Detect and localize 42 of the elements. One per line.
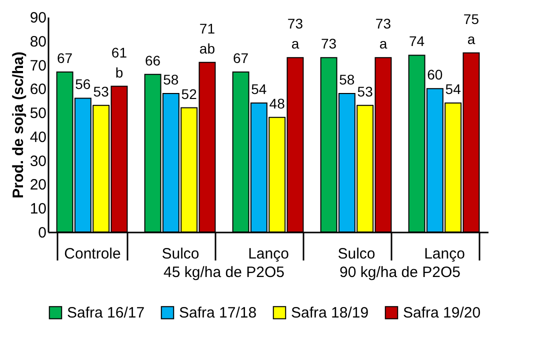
y-tick-label: 50 [30,105,46,122]
data-label: 67 [56,50,73,66]
text: 61 b [111,44,128,80]
x-tick-label: Controle [64,246,121,262]
text: 75 a [463,10,480,47]
legend-label: Safra 16/17 [67,304,145,322]
data-label: 58 [163,71,179,88]
data-label: 58 [339,71,355,88]
x-tick-label: Lanço [248,246,289,262]
y-tick-label: 0 [38,224,46,242]
y-tick-label: 40 [30,128,46,146]
y-tick-label: 70 [30,57,46,74]
y-axis-title: Prod. de soja (sc/ha) [10,52,27,198]
y-tick-label: 90 [30,10,46,26]
legend-label: Safra 19/20 [403,304,481,322]
y-tick-label: 20 [30,176,46,194]
legend-label: Safra 18/19 [291,304,369,322]
data-label: 52 [181,86,198,102]
data-label: 74 [408,33,425,50]
x-tick-label: Sulco [162,246,200,262]
legend-label: Safra 17/18 [179,304,257,322]
data-label: 73 [320,36,337,52]
y-tick-label: 30 [30,152,46,170]
text: 45 kg/ha de P2O5 [164,264,284,281]
data-label: 48 [269,95,286,112]
x-tick-label: Lanço [424,246,465,262]
data-label: 66 [144,52,161,68]
data-label: 56 [75,76,91,92]
text: 73 a [375,16,392,52]
data-label: 60 [427,66,443,83]
y-tick-label: 80 [30,33,46,50]
text: 73 a [287,16,304,52]
y-tick-label: 60 [30,81,46,98]
data-label: 67 [232,50,249,66]
data-label: 53 [357,83,374,100]
text: 71 ab [199,20,216,56]
data-label: 54 [445,81,462,97]
x-tick-label: Sulco [338,246,376,262]
data-label: 54 [251,81,267,97]
data-label: 53 [93,83,110,100]
y-tick-label: 10 [30,200,46,218]
text: 90 kg/ha de P2O5 [340,264,460,281]
